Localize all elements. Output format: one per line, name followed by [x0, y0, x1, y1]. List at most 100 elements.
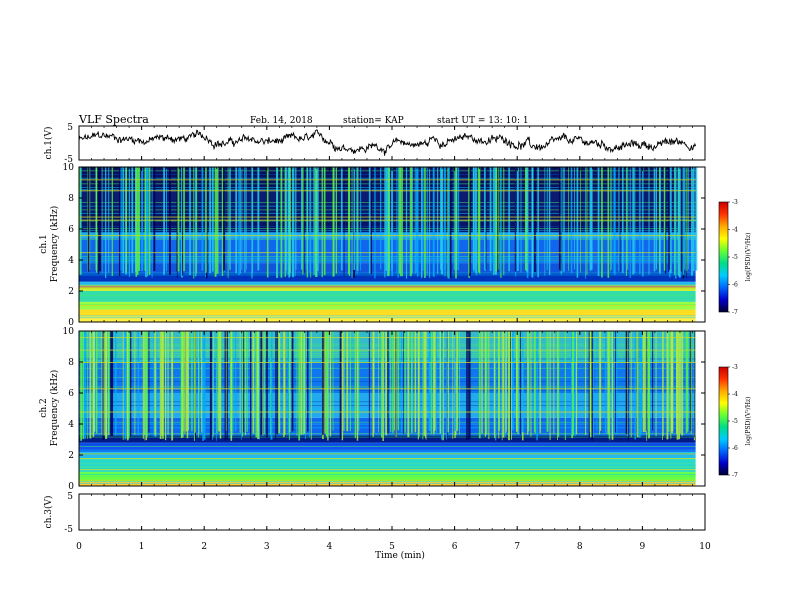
spectrogram-line: [89, 331, 92, 439]
spectrogram-line: [183, 331, 185, 432]
spectrogram-line: [517, 331, 519, 435]
spectrogram-tone: [79, 216, 696, 218]
spectrogram-line: [198, 331, 199, 438]
spec1-colorbar: -3 -4 -5 -6 -7 log(PSD)(V²/Hz): [718, 199, 752, 316]
spectrogram-line: [159, 331, 162, 440]
ch3-ytick-bottom: -5: [64, 525, 73, 535]
spectrogram-line: [332, 167, 334, 277]
spectrogram-band: [79, 309, 696, 316]
spectrogram-line: [115, 331, 117, 436]
y-tick-label: 8: [68, 194, 74, 204]
spectrogram-line: [209, 331, 212, 441]
spectrogram-line: [261, 331, 264, 436]
spectrogram-line: [508, 331, 510, 441]
spectrogram-tone: [79, 284, 696, 286]
ch3-panel: 5 -5 ch.3(V): [43, 492, 706, 535]
spectrogram-line: [216, 331, 218, 433]
spectrogram-line: [238, 167, 240, 275]
spec2-ylabel-ch: ch.2: [39, 398, 49, 417]
spectrogram-line: [481, 331, 483, 434]
spectrogram-line: [615, 331, 616, 433]
spectrogram-line: [111, 331, 114, 437]
spectrogram-tone: [79, 287, 696, 289]
y-tick-label: 2: [68, 287, 74, 297]
spectrogram-line: [452, 331, 454, 439]
spectrogram-line: [494, 331, 496, 439]
spectrogram-line: [447, 167, 449, 279]
spectrogram-line: [497, 167, 499, 273]
spectrogram-line: [351, 167, 353, 278]
spectrogram-tone: [79, 388, 696, 390]
spectrogram-tone: [79, 458, 696, 459]
spectrogram-line: [184, 331, 186, 434]
spectrogram-line: [128, 167, 130, 277]
spectrogram-line: [442, 331, 444, 441]
spectrogram-line: [322, 331, 324, 435]
spectrogram-line: [563, 167, 565, 272]
spectrogram-line: [429, 331, 432, 431]
spectrogram-line: [597, 167, 600, 277]
spectrogram-line: [501, 331, 503, 441]
spectrogram-texture: [79, 317, 696, 319]
spectrogram-line: [670, 331, 672, 439]
spectrogram-line: [646, 331, 648, 441]
spectrogram-line: [683, 167, 685, 275]
spectrogram-line: [278, 331, 281, 433]
x-tick-label: 4: [327, 542, 333, 552]
spectrogram-line: [652, 331, 654, 431]
spectrogram-line: [246, 331, 248, 432]
spectrogram-line: [250, 331, 252, 441]
colorbar-scale: [718, 366, 729, 476]
spectrogram-line: [568, 167, 569, 271]
spectrogram-line: [382, 331, 384, 441]
spectrogram-line: [632, 167, 635, 275]
spectrogram-line: [264, 331, 265, 434]
spectrogram-line: [484, 167, 486, 271]
spectrogram-line: [242, 331, 244, 433]
spectrogram-tone: [79, 190, 696, 192]
spectrogram-line: [323, 167, 326, 276]
x-axis: 0 1 2 3 4 5 6 7 8 9 10: [76, 126, 711, 552]
spectrogram-line: [546, 331, 549, 432]
spec1-ylabel: Frequency (kHz): [49, 206, 60, 283]
spectrogram-line: [275, 331, 276, 441]
ch1-waveform: [79, 129, 697, 156]
spectrogram-line: [223, 167, 226, 271]
spectrogram-line: [407, 331, 410, 438]
spectrogram-tone: [79, 235, 696, 237]
spectrogram-line: [444, 167, 446, 277]
spectrogram-line: [422, 331, 424, 440]
y-tick-label: 4: [68, 420, 74, 430]
spectrogram-line: [544, 167, 546, 276]
spectrogram-line: [636, 331, 639, 438]
spectrogram-line: [424, 167, 426, 278]
spectrogram-line: [453, 167, 455, 271]
spectrogram-line: [230, 331, 233, 441]
spectrogram-line: [313, 167, 315, 270]
spectrogram-line: [166, 167, 167, 271]
spectrogram-line: [387, 331, 389, 434]
spectrogram-line: [448, 167, 450, 279]
spectrogram-line: [94, 331, 97, 432]
spectrogram-line: [305, 331, 306, 439]
spectrogram-line: [146, 331, 148, 437]
date-label: Feb. 14, 2018: [250, 116, 313, 126]
spectrogram-line: [110, 331, 113, 437]
spectrogram-line: [186, 331, 189, 439]
spectrogram-line: [218, 331, 221, 432]
spectrogram-band: [79, 451, 696, 459]
spectrogram-band: [79, 472, 696, 482]
spectrogram-line: [373, 331, 375, 433]
spectrogram-line: [180, 331, 182, 435]
spectrogram-line: [368, 331, 370, 440]
spectrogram-line: [684, 167, 686, 270]
spectrogram-line: [557, 331, 558, 440]
spectrogram-line: [467, 331, 469, 441]
spectrogram-line: [378, 331, 379, 433]
spectrogram-line: [128, 331, 130, 438]
spectrogram-line: [241, 331, 242, 440]
spectrogram-line: [493, 331, 495, 435]
spectrogram-line: [108, 331, 110, 431]
station-label: station= KAP: [343, 116, 404, 126]
spectrogram-line: [640, 331, 642, 433]
